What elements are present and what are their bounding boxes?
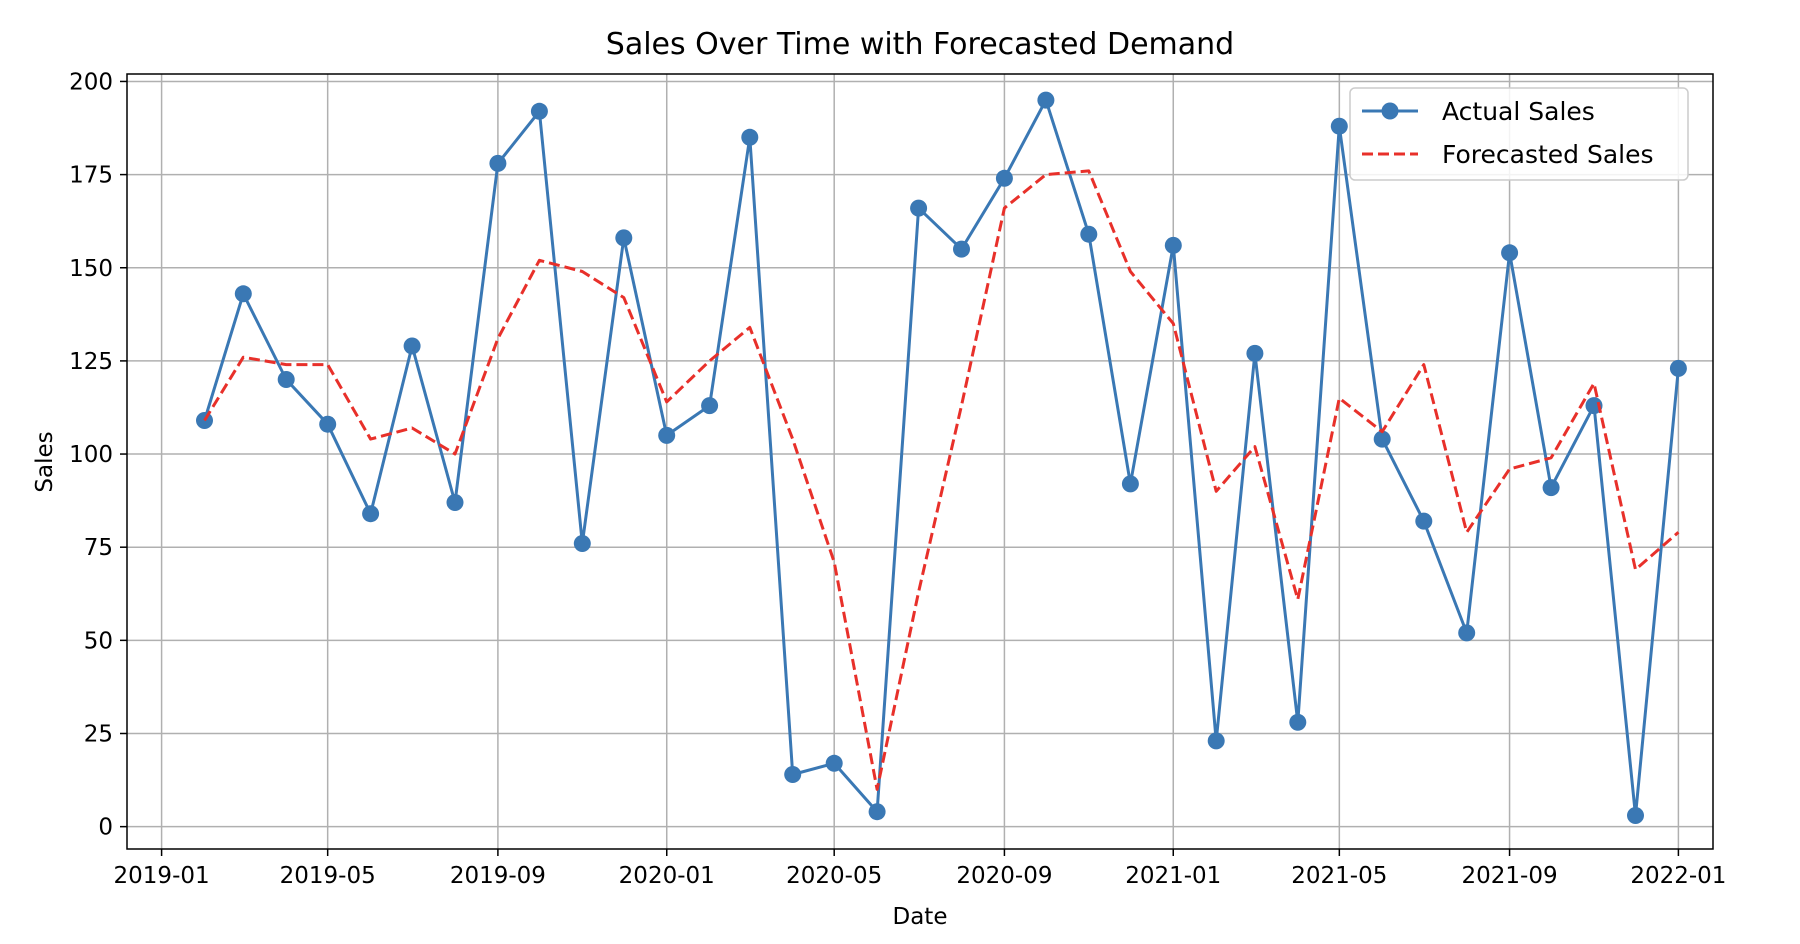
y-tick-label: 50 [84,628,113,654]
data-point-actual-sales [784,766,802,783]
x-tick-label: 2020-05 [786,863,882,889]
x-tick-label: 2019-09 [450,863,546,889]
data-point-actual-sales [1373,430,1391,448]
legend-label-actual-sales: Actual Sales [1442,97,1595,126]
data-point-actual-sales [1501,244,1519,262]
x-tick-label: 2020-09 [956,863,1052,889]
data-point-actual-sales [489,154,507,172]
data-point-actual-sales [234,285,252,303]
legend-label-forecasted-sales: Forecasted Sales [1442,140,1654,169]
y-tick-label: 175 [69,163,113,189]
data-point-actual-sales [658,426,676,444]
data-point-actual-sales [868,803,886,821]
x-axis-label: Date [893,904,948,930]
data-point-actual-sales [825,754,843,772]
data-point-actual-sales [1246,344,1264,362]
data-point-actual-sales [1627,807,1644,824]
legend-box [1349,87,1689,181]
y-tick-label: 75 [84,535,113,561]
y-tick-label: 100 [69,442,113,468]
x-axis: 2019-01 2019-05 2019-09 2020-01 2020-05 2020-… [114,849,1726,889]
data-point-actual-sales [953,240,970,258]
y-axis-label: Sales [32,431,58,492]
data-point-actual-sales [1037,91,1055,109]
x-tick-label: 2019-05 [280,863,376,889]
data-point-actual-sales [615,229,633,247]
y-tick-label: 150 [69,256,113,282]
y-tick-label: 0 [98,815,113,841]
x-tick-label: 2021-01 [1125,863,1221,889]
data-point-actual-sales [1207,732,1225,750]
data-point-actual-sales [1289,713,1307,731]
y-tick-label: 200 [69,69,113,95]
data-point-actual-sales [1542,479,1560,497]
x-tick-label: 2019-01 [114,863,210,889]
grid [127,74,1713,849]
data-point-actual-sales [362,505,380,523]
data-point-actual-sales [1121,475,1139,493]
data-point-actual-sales [1080,225,1098,243]
data-point-actual-sales [910,199,928,217]
data-point-actual-sales [995,169,1013,187]
data-point-actual-sales [1164,236,1182,254]
legend-marker-actual-sales [1381,102,1399,120]
series-line-actual-sales [203,98,1680,817]
data-point-actual-sales [446,494,464,511]
data-point-actual-sales [319,415,337,433]
x-tick-label: 2022-01 [1630,863,1726,889]
legend: Actual Sales Forecasted Sales [1349,87,1689,181]
series-line-forecasted-sales [203,169,1680,791]
data-point-actual-sales [1458,624,1476,642]
data-point-actual-sales [277,371,295,388]
data-point-actual-sales [573,535,591,552]
data-point-actual-sales [1330,117,1348,135]
data-point-actual-sales [701,397,719,415]
data-point-actual-sales [530,102,548,120]
chart-title: Sales Over Time with Forecasted Demand [606,27,1234,62]
x-tick-label: 2021-09 [1462,863,1558,889]
data-point-actual-sales [1669,359,1687,377]
data-point-actual-sales [741,128,759,146]
plot-area-frame [126,73,1714,850]
x-tick-label: 2020-01 [619,863,715,889]
data-point-actual-sales [403,337,421,355]
data-point-actual-sales [1585,397,1603,415]
y-axis: 0 25 50 75 100 125 150 175 200 [69,69,127,841]
plot-lines [196,91,1687,824]
y-tick-label: 25 [84,721,113,747]
x-tick-label: 2021-05 [1291,863,1387,889]
y-tick-label: 125 [69,349,113,375]
data-point-actual-sales [1415,512,1433,530]
